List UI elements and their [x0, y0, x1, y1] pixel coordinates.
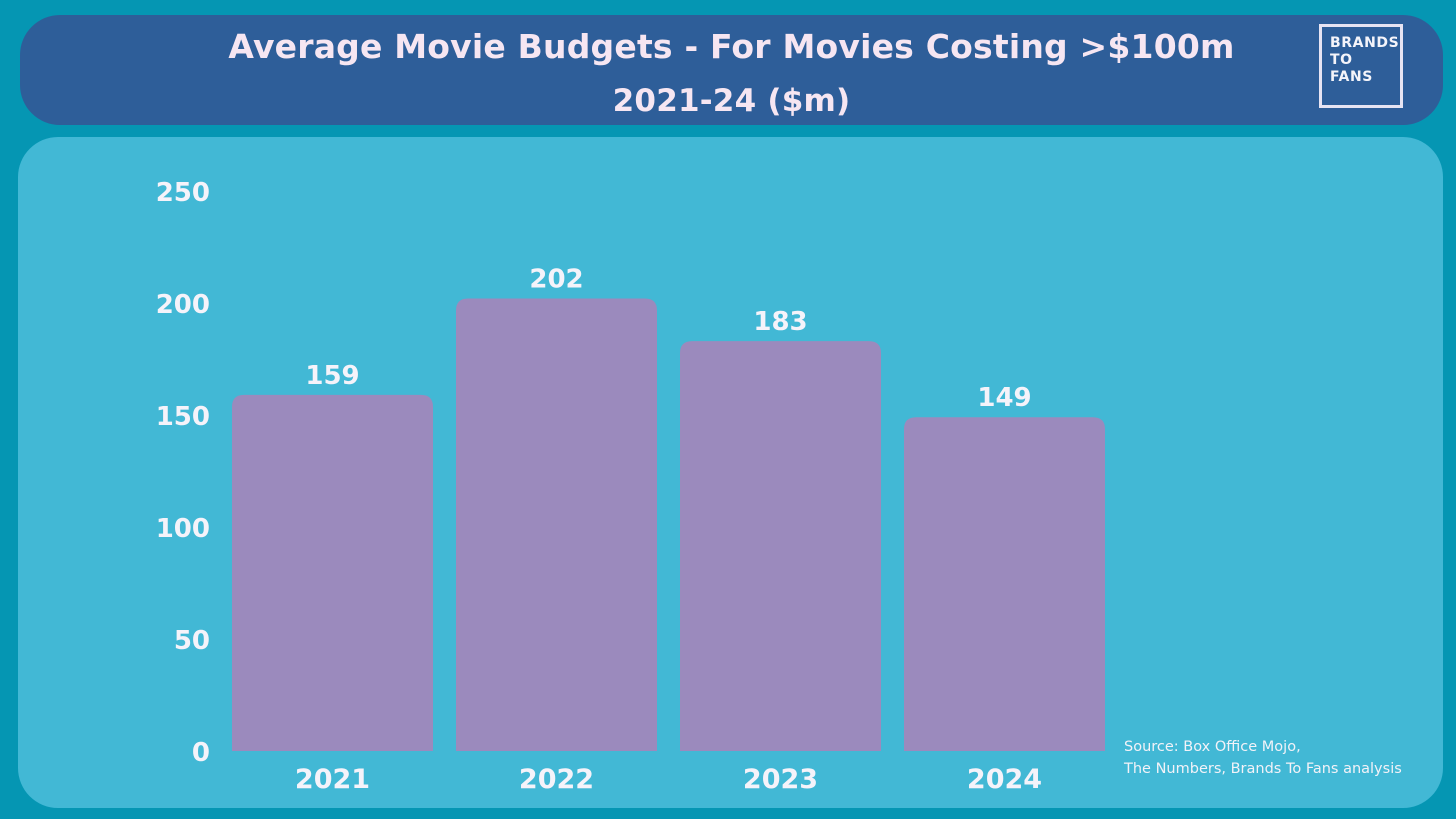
source-line-1: Source: Box Office Mojo,: [1124, 739, 1301, 755]
bars: [232, 298, 1105, 751]
y-tick-label: 200: [156, 290, 210, 320]
logo-line-3: FANS: [1330, 69, 1373, 85]
y-tick-label: 50: [174, 626, 210, 656]
bar-2024: [904, 417, 1105, 751]
y-tick-label: 100: [156, 514, 210, 544]
source-note: Source: Box Office Mojo, The Numbers, Br…: [1124, 736, 1402, 780]
brands-to-fans-logo: BRANDS TO FANS: [1319, 24, 1403, 108]
value-labels: 159 202 183 149: [305, 265, 1031, 414]
value-label: 183: [753, 307, 807, 337]
logo-line-1: BRANDS: [1330, 35, 1400, 51]
y-tick-label: 0: [192, 738, 210, 768]
logo-line-2: TO: [1330, 52, 1353, 68]
category-labels: 2021 2022 2023 2024: [295, 764, 1042, 795]
chart-title: Average Movie Budgets - For Movies Costi…: [228, 27, 1235, 66]
bar-2023: [680, 341, 881, 751]
y-tick-label: 250: [156, 178, 210, 208]
bar-2021: [232, 394, 433, 751]
y-tick-label: 150: [156, 402, 210, 432]
chart-subtitle: 2021-24 ($m): [612, 83, 851, 119]
x-category-label: 2024: [967, 764, 1042, 795]
value-label: 159: [305, 361, 359, 391]
x-category-label: 2021: [295, 764, 370, 795]
bar-2022: [456, 298, 657, 751]
x-category-label: 2022: [519, 764, 594, 795]
value-label: 149: [977, 383, 1031, 413]
value-label: 202: [529, 265, 583, 295]
source-line-2: The Numbers, Brands To Fans analysis: [1124, 761, 1402, 777]
y-axis-ticks: 0 50 100 150 200 250: [156, 178, 210, 768]
x-category-label: 2023: [743, 764, 818, 795]
header-banner: [20, 15, 1443, 125]
